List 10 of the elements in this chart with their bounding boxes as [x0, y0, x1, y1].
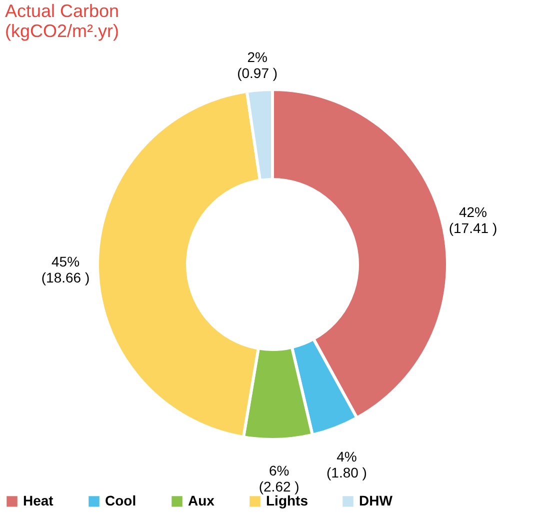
data-label: 42% (17.41 ) [448, 204, 498, 236]
legend-label: Heat [23, 492, 54, 508]
legend-label: Aux [188, 492, 215, 508]
legend-label: DHW [359, 492, 394, 508]
data-label: 45% (18.66 ) [41, 253, 90, 286]
data-label: 2% (0.97 ) [237, 49, 278, 82]
data-label: 4% (1.80 ) [326, 448, 367, 481]
chart-title: Actual Carbon (kgCO2/m².yr) [5, 1, 120, 42]
data-label: 6% (2.62 ) [258, 462, 300, 494]
legend-label: Cool [105, 492, 136, 508]
